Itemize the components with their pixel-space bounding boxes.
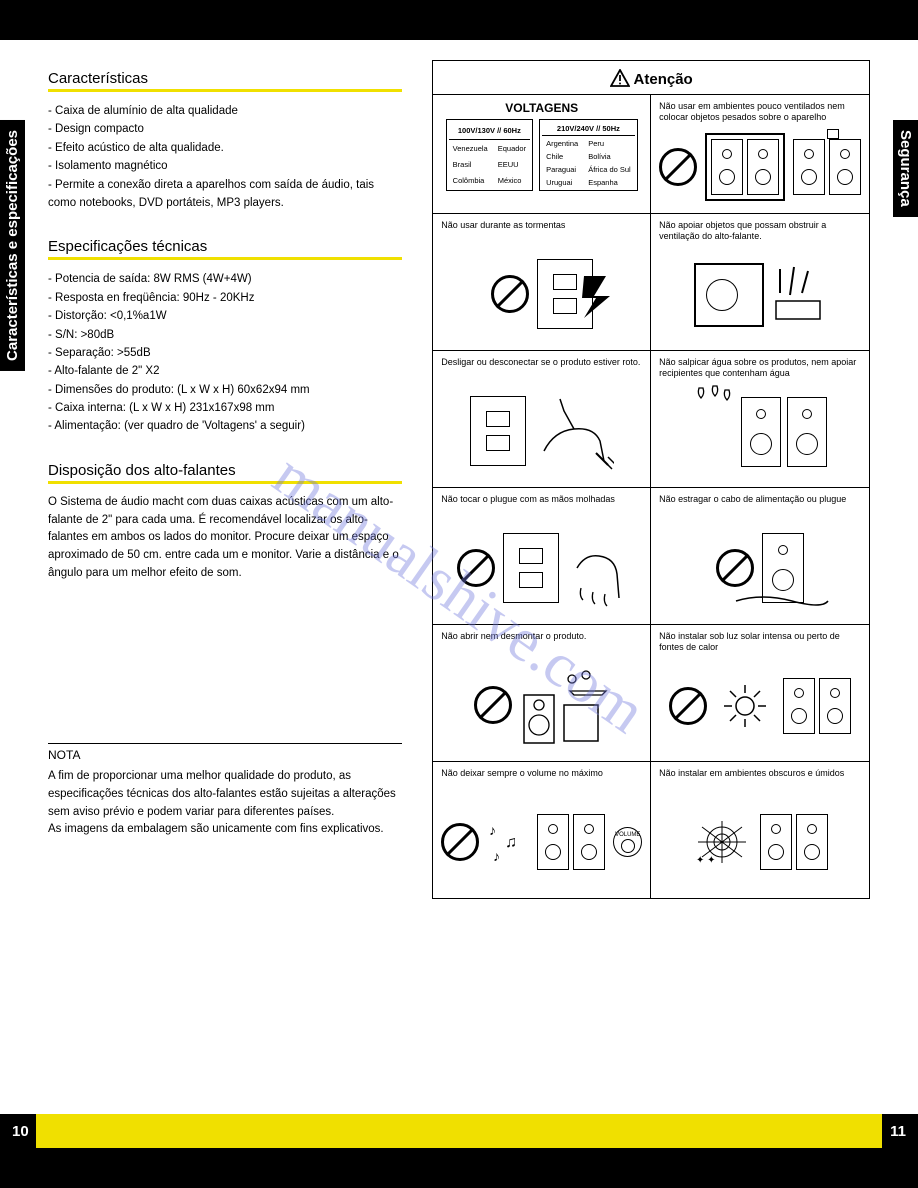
warn-cell: Não abrir nem desmontar o produto.: [433, 625, 651, 761]
warn-text: Não usar durante as tormentas: [441, 220, 642, 240]
warn-cell: Não tocar o plugue com as mãos molhadas: [433, 488, 651, 624]
section-especificacoes-title: Especificações técnicas: [48, 238, 402, 260]
disposicao-body: O Sistema de áudio macht com duas caixas…: [48, 494, 402, 583]
nota-rule: [48, 743, 402, 744]
list-item: Efeito acústico de alta qualidade.: [48, 139, 402, 157]
speakers-framed-icon: [705, 133, 785, 201]
nota-body: A fim de proporcionar uma melhor qualida…: [48, 768, 402, 839]
music-notes-icon: ♪ ♫ ♪: [487, 817, 529, 867]
warn-text: Não instalar sob luz solar intensa ou pe…: [659, 631, 861, 654]
svg-text:✦ ✦: ✦ ✦: [696, 855, 716, 866]
prohibit-icon: [491, 275, 529, 313]
warning-triangle-icon: [610, 69, 630, 87]
page-number-right: 11: [890, 1123, 906, 1140]
warn-cell: Não apoiar objetos que possam obstruir a…: [651, 214, 869, 350]
especificacoes-list: Potencia de saída: 8W RMS (4W+4W) Respos…: [48, 270, 402, 436]
warn-text: Não salpicar água sobre os produtos, nem…: [659, 357, 861, 380]
section-disposicao-title: Disposição dos alto-falantes: [48, 462, 402, 484]
warn-text: Não usar em ambientes pouco ventilados n…: [659, 101, 861, 124]
section-caracteristicas-title: Características: [48, 70, 402, 92]
nota-title: NOTA: [48, 748, 402, 762]
left-side-tab: Características e especificações: [0, 120, 25, 371]
svg-text:♪: ♪: [489, 822, 496, 838]
left-page: Características Caixa de alumínio de alt…: [0, 40, 422, 1148]
speakers-pair-icon: [760, 814, 828, 870]
voltagens-tables: 100V/130V // 60Hz VenezuelaEquador Brasi…: [441, 119, 642, 191]
speakers-pair-icon: [537, 814, 605, 870]
prohibit-icon: [669, 687, 707, 725]
list-item: Resposta en freqüência: 90Hz - 20KHz: [48, 289, 402, 307]
warn-cell: Não salpicar água sobre os produtos, nem…: [651, 351, 869, 487]
page-number-left: 10: [12, 1123, 29, 1140]
warn-text: Não deixar sempre o volume no máximo: [441, 768, 642, 788]
svg-text:♫: ♫: [505, 834, 517, 851]
warn-text: Não estragar o cabo de alimentação ou pl…: [659, 494, 861, 514]
warning-grid: Atenção VOLTAGENS 100V/130V // 60Hz Vene…: [432, 60, 870, 899]
outlet-icon: [537, 259, 593, 329]
speakers-pair-icon: [741, 397, 827, 467]
prohibit-icon: [457, 549, 495, 587]
prohibit-icon: [659, 148, 697, 186]
outlet-icon: [470, 396, 526, 466]
voltagens-title: VOLTAGENS: [441, 101, 642, 115]
list-item: Permite a conexão direta a aparelhos com…: [48, 176, 402, 213]
page-spread: Características e especificações Seguran…: [0, 40, 918, 1148]
warn-text: Não apoiar objetos que possam obstruir a…: [659, 220, 861, 243]
list-item: Potencia de saída: 8W RMS (4W+4W): [48, 270, 402, 288]
list-item: Caixa de alumínio de alta qualidade: [48, 102, 402, 120]
water-drops-icon: [693, 384, 733, 414]
footer-yellow-bar: [0, 1114, 918, 1148]
voltagens-cell: VOLTAGENS 100V/130V // 60Hz VenezuelaEqu…: [433, 95, 651, 213]
speakers-pair-icon: [783, 678, 851, 734]
prohibit-icon: [716, 549, 754, 587]
prohibit-icon: [441, 823, 479, 861]
warn-text: Não instalar em ambientes obscuros e úmi…: [659, 768, 861, 788]
list-item: Separação: >55dB: [48, 344, 402, 362]
list-item: Design compacto: [48, 120, 402, 138]
warn-cell: Não usar em ambientes pouco ventilados n…: [651, 95, 869, 213]
atencao-header: Atenção: [433, 61, 869, 95]
wet-hand-icon: [567, 528, 627, 608]
warn-text: Desligar ou desconectar se o produto est…: [441, 357, 642, 377]
volume-knob-icon: VOLUME: [613, 827, 642, 857]
list-item: Dimensões do produto: (L x W x H) 60x62x…: [48, 381, 402, 399]
hand-unplug-icon: [534, 391, 614, 471]
warn-text: Não abrir nem desmontar o produto.: [441, 631, 642, 651]
list-item: Alimentação: (ver quadro de 'Voltagens' …: [48, 417, 402, 435]
cable-icon: [732, 591, 832, 611]
objects-falling-icon: [772, 265, 826, 325]
svg-text:♪: ♪: [493, 848, 500, 864]
warn-cell: Não usar durante as tormentas: [433, 214, 651, 350]
warn-cell: Não instalar sob luz solar intensa ou pe…: [651, 625, 869, 761]
volt-header: 210V/240V // 50Hz: [542, 122, 635, 136]
warn-text: Não tocar o plugue com as mãos molhadas: [441, 494, 642, 514]
speakers-weight-icon: [793, 139, 861, 195]
warn-cell: Desligar ou desconectar se o produto est…: [433, 351, 651, 487]
list-item: Caixa interna: (L x W x H) 231x167x98 mm: [48, 399, 402, 417]
list-item: Isolamento magnético: [48, 157, 402, 175]
lightning-icon: [580, 274, 616, 320]
disassemble-icon: [520, 665, 610, 745]
volt-table-left: 100V/130V // 60Hz VenezuelaEquador Brasi…: [446, 119, 533, 191]
warn-cell: Não estragar o cabo de alimentação ou pl…: [651, 488, 869, 624]
warn-cell: Não instalar em ambientes obscuros e úmi…: [651, 762, 869, 898]
list-item: S/N: >80dB: [48, 326, 402, 344]
prohibit-icon: [474, 686, 512, 724]
volt-table-right: 210V/240V // 50Hz ArgentinaPeru ChileBol…: [539, 119, 638, 191]
spider-web-icon: ✦ ✦: [692, 817, 752, 867]
volt-header: 100V/130V // 60Hz: [449, 122, 530, 140]
caracteristicas-list: Caixa de alumínio de alta qualidade Desi…: [48, 102, 402, 212]
list-item: Distorção: <0,1%a1W: [48, 307, 402, 325]
right-page: Atenção VOLTAGENS 100V/130V // 60Hz Vene…: [422, 40, 918, 1148]
sun-icon: [715, 681, 775, 731]
warn-cell: Não deixar sempre o volume no máximo ♪♫♪…: [433, 762, 651, 898]
blocked-speaker-icon: [694, 263, 764, 327]
list-item: Alto-falante de 2" X2: [48, 362, 402, 380]
outlet-icon: [503, 533, 559, 603]
